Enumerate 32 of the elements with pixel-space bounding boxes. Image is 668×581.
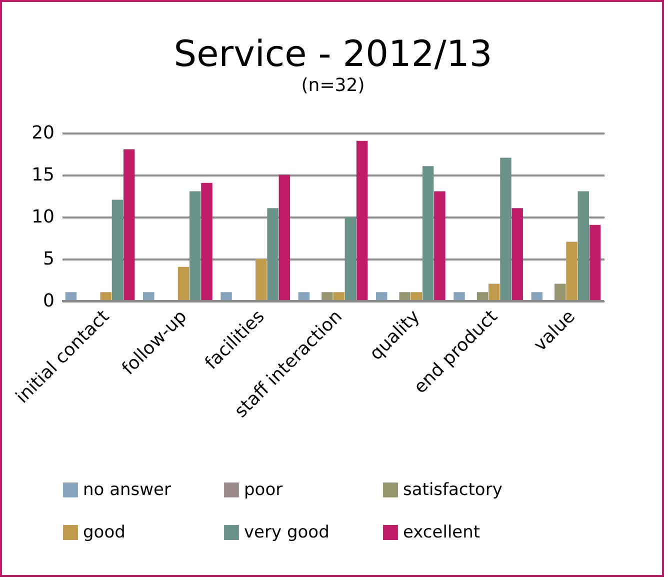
bar — [512, 208, 523, 302]
legend-label: excellent — [403, 522, 480, 542]
bar — [488, 284, 500, 302]
legend-label: no answer — [83, 480, 171, 500]
legend-label: poor — [244, 480, 283, 500]
chart-title: Service - 2012/13 — [174, 34, 492, 75]
bar — [422, 166, 434, 302]
bar — [578, 191, 589, 302]
y-tick-label: 20 — [32, 122, 54, 144]
y-tick-label: 10 — [32, 206, 54, 228]
bar — [112, 200, 124, 302]
bar — [566, 242, 578, 302]
chart-subtitle: (n=32) — [301, 75, 365, 96]
y-tick-label: 5 — [43, 248, 54, 270]
bar — [344, 216, 356, 302]
y-tick-label: 15 — [32, 164, 54, 186]
y-tick-label: 0 — [43, 290, 54, 312]
bar — [589, 224, 601, 302]
bar — [356, 140, 368, 302]
legend-label: satisfactory — [403, 480, 502, 500]
legend-label: good — [83, 522, 126, 542]
bar — [278, 174, 290, 302]
bar — [178, 266, 190, 302]
bar — [201, 182, 212, 302]
bar — [434, 191, 446, 302]
legend-label: very good — [244, 522, 330, 542]
bar — [123, 149, 135, 302]
bar — [190, 191, 201, 302]
bar — [554, 284, 566, 302]
bar — [500, 158, 512, 302]
bar — [256, 258, 267, 302]
bar — [267, 208, 278, 302]
